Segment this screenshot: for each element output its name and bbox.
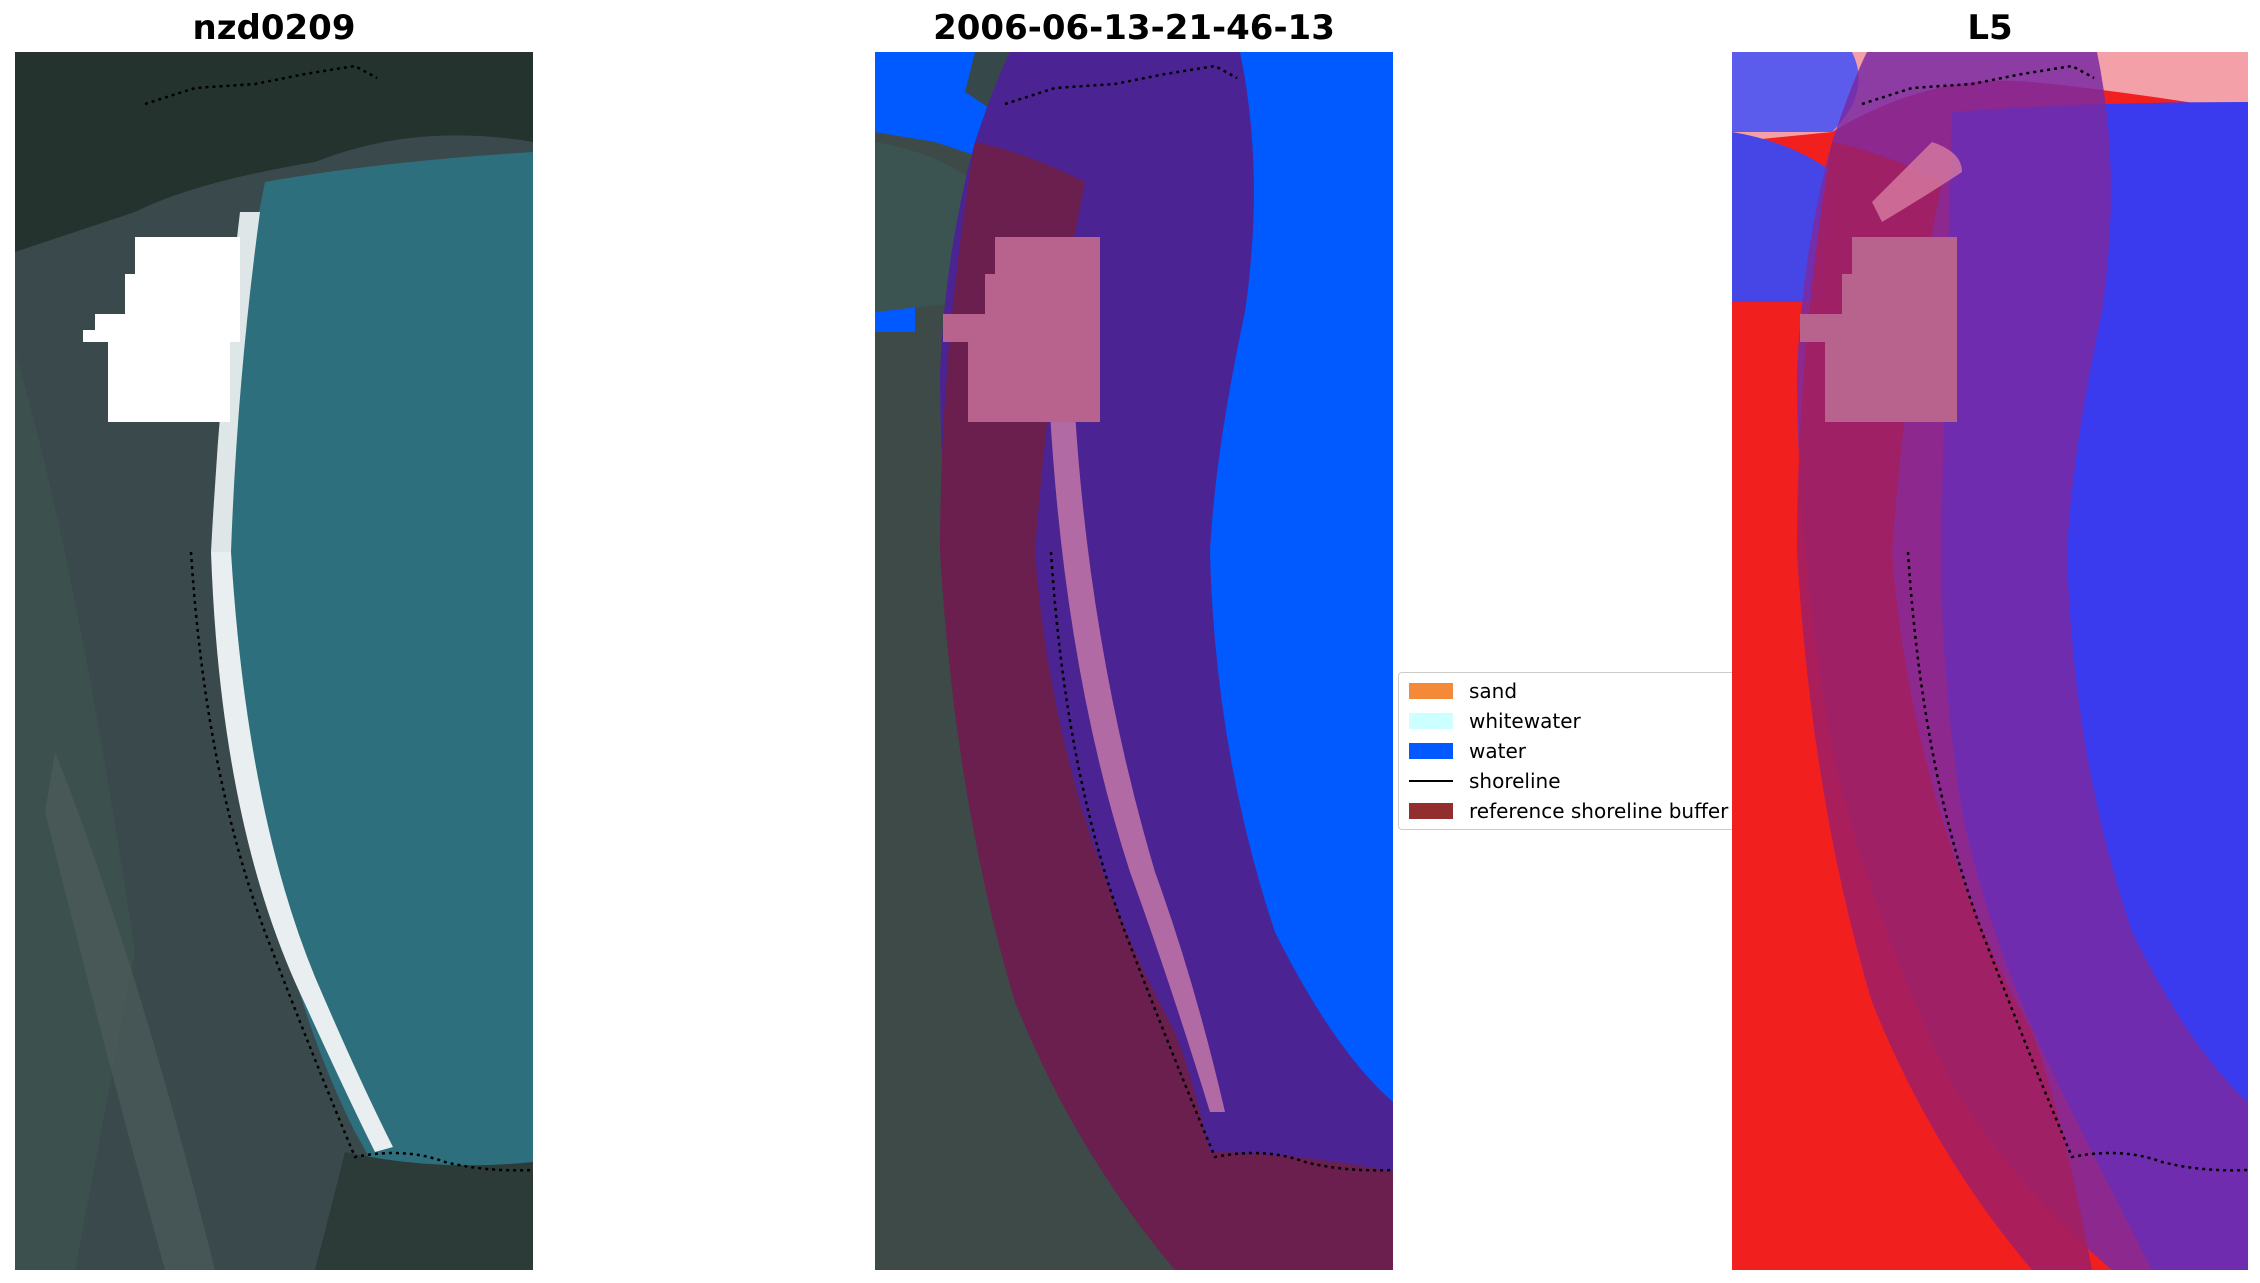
shoreline-line-swatch xyxy=(1409,780,1453,782)
legend-label: whitewater xyxy=(1469,709,1581,733)
water-swatch xyxy=(1409,743,1453,759)
classification-panel xyxy=(875,52,1393,1270)
rgb-panel-title: nzd0209 xyxy=(192,8,356,48)
index-image xyxy=(1732,52,2248,1270)
classification-panel-title: 2006-06-13-21-46-13 xyxy=(933,8,1335,48)
index-panel xyxy=(1732,52,2248,1270)
rgb-image-panel xyxy=(15,52,533,1270)
legend-item-water: water xyxy=(1409,737,1526,765)
legend-item-sand: sand xyxy=(1409,677,1517,705)
rgb-image xyxy=(15,52,533,1270)
legend-label: water xyxy=(1469,739,1526,763)
legend-item-buffer: reference shoreline buffer xyxy=(1409,797,1728,825)
legend-label: reference shoreline buffer xyxy=(1469,799,1729,823)
buffer-swatch xyxy=(1409,803,1453,819)
legend-label: shoreline xyxy=(1469,769,1561,793)
legend-item-shoreline: shoreline xyxy=(1409,767,1561,795)
index-panel-title: L5 xyxy=(1967,8,2013,48)
classification-image xyxy=(875,52,1393,1270)
sand-swatch xyxy=(1409,683,1453,699)
legend-label: sand xyxy=(1469,679,1518,703)
whitewater-swatch xyxy=(1409,713,1453,729)
legend: sand whitewater water shoreline referenc… xyxy=(1398,672,1738,830)
legend-item-whitewater: whitewater xyxy=(1409,707,1581,735)
